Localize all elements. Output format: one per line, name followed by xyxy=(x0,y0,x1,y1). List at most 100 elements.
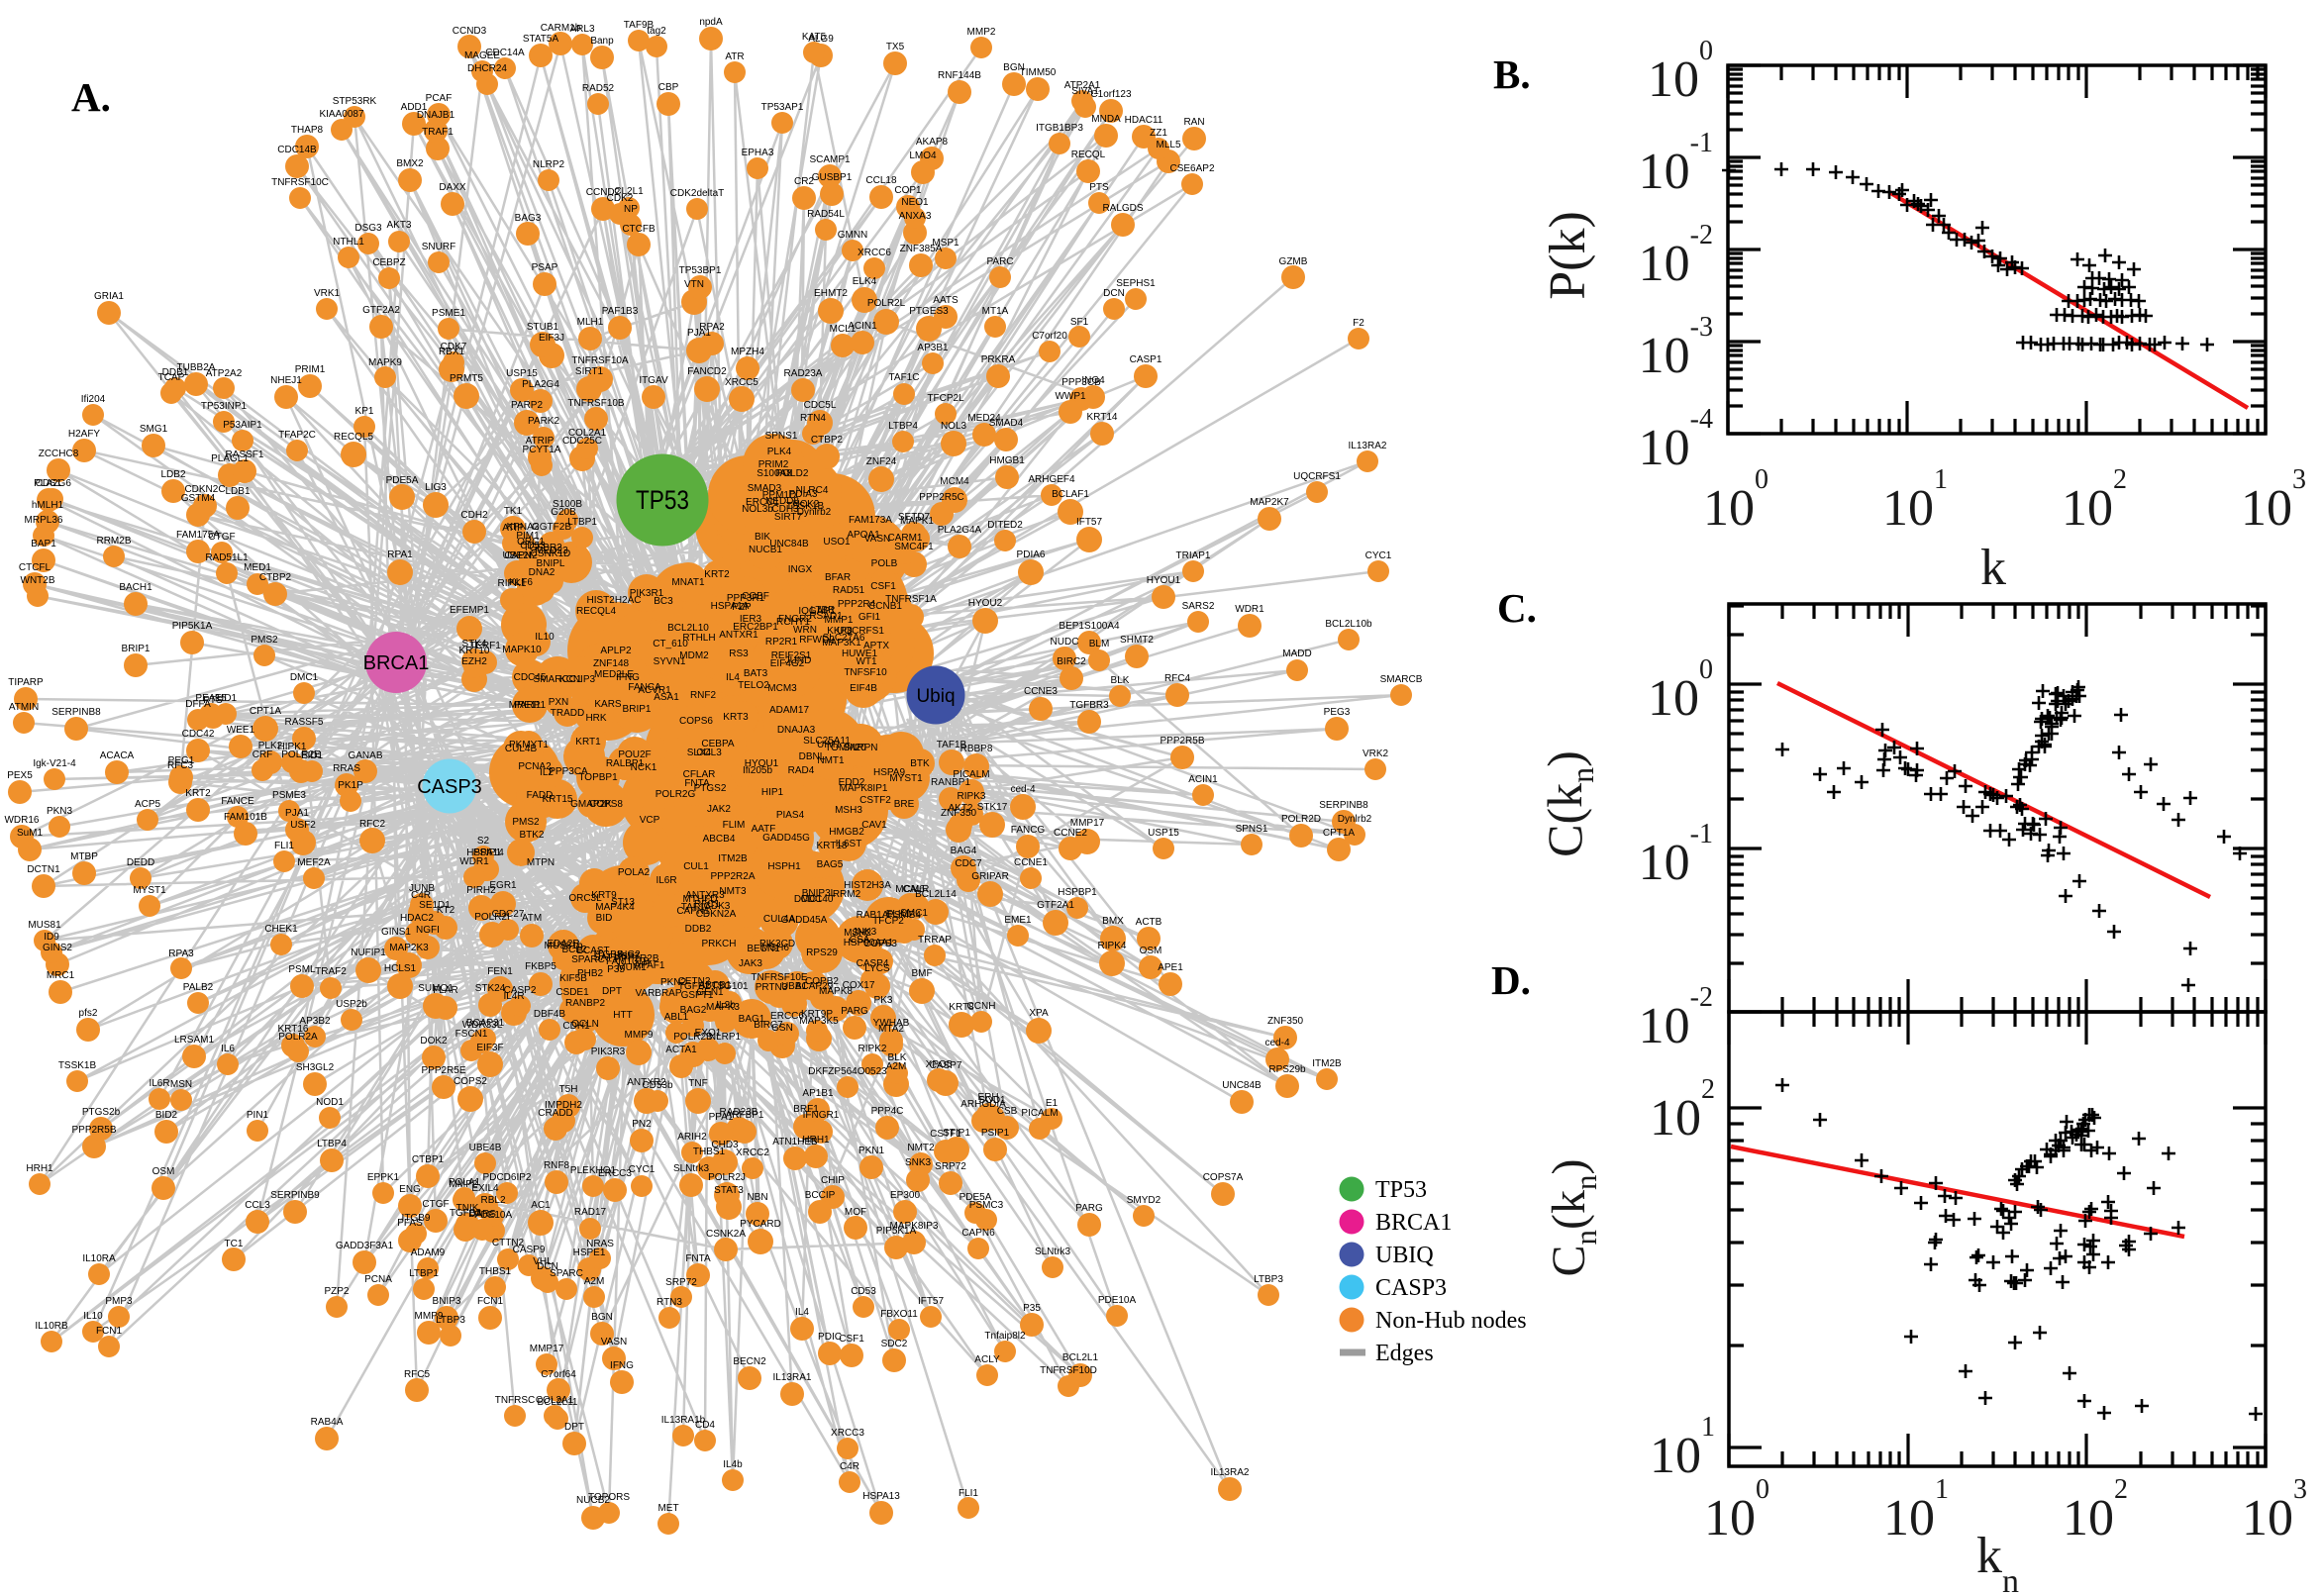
svg-text:KRT8: KRT8 xyxy=(949,1002,974,1013)
svg-text:SMARCC1: SMARCC1 xyxy=(534,674,582,685)
svg-text:IL4b: IL4b xyxy=(723,1459,743,1470)
svg-text:HCLS1: HCLS1 xyxy=(384,963,417,974)
svg-text:PCNA2: PCNA2 xyxy=(518,761,552,772)
svg-text:B.: B. xyxy=(1493,51,1531,97)
svg-text:C7orf20: C7orf20 xyxy=(1032,331,1067,342)
svg-text:PPP2R2A: PPP2R2A xyxy=(710,871,755,882)
svg-text:SMAD4: SMAD4 xyxy=(989,418,1024,429)
svg-text:BMX2: BMX2 xyxy=(396,158,424,169)
svg-text:PLK2: PLK2 xyxy=(258,741,283,751)
svg-text:IL6R: IL6R xyxy=(149,1078,169,1089)
svg-text:PALB2: PALB2 xyxy=(183,982,214,993)
svg-text:MSH3: MSH3 xyxy=(835,805,862,816)
svg-text:DOK2: DOK2 xyxy=(420,1036,448,1047)
svg-text:MRPL36: MRPL36 xyxy=(25,515,63,526)
svg-text:CASP7: CASP7 xyxy=(930,1060,962,1071)
svg-text:AKAP8: AKAP8 xyxy=(916,137,949,148)
svg-text:MCM3: MCM3 xyxy=(767,683,797,694)
svg-text:SERPINB8: SERPINB8 xyxy=(51,707,101,718)
svg-text:CSB: CSB xyxy=(997,1106,1018,1117)
svg-text:TOPBP1: TOPBP1 xyxy=(578,772,618,783)
svg-text:Tnfaip8l2: Tnfaip8l2 xyxy=(984,1331,1026,1342)
svg-text:ITM2B: ITM2B xyxy=(718,853,748,864)
svg-text:SLX4: SLX4 xyxy=(687,748,712,758)
svg-text:JUND: JUND xyxy=(785,655,812,666)
svg-text:CD53: CD53 xyxy=(520,541,546,551)
svg-text:CD53b: CD53b xyxy=(642,1080,673,1091)
svg-text:KRT9P: KRT9P xyxy=(801,1009,833,1020)
svg-text:COPS2: COPS2 xyxy=(454,1076,487,1087)
svg-text:KT2: KT2 xyxy=(437,905,455,916)
svg-text:CDK7: CDK7 xyxy=(441,342,467,352)
svg-text:ACIN1: ACIN1 xyxy=(1188,774,1218,785)
svg-text:GADD45A: GADD45A xyxy=(781,915,828,926)
svg-text:STUB1: STUB1 xyxy=(527,322,559,333)
svg-text:IFT57: IFT57 xyxy=(918,1296,945,1307)
svg-text:LMO4: LMO4 xyxy=(909,150,937,161)
svg-text:PRMT5: PRMT5 xyxy=(450,373,483,384)
svg-text:PPP3R1: PPP3R1 xyxy=(727,593,765,604)
svg-text:BLK: BLK xyxy=(888,1052,907,1063)
svg-text:FLIM: FLIM xyxy=(723,820,746,831)
svg-text:BRIP1: BRIP1 xyxy=(623,704,652,715)
svg-text:ABCB4: ABCB4 xyxy=(703,834,736,845)
svg-text:BRCA1: BRCA1 xyxy=(1375,1210,1452,1236)
svg-text:RPA3: RPA3 xyxy=(168,948,194,959)
svg-text:BID: BID xyxy=(596,913,613,924)
svg-text:PDIC: PDIC xyxy=(818,1332,842,1343)
svg-text:SARS2: SARS2 xyxy=(1182,601,1215,612)
svg-text:VHL: VHL xyxy=(533,1256,553,1267)
svg-text:ATP2A2: ATP2A2 xyxy=(206,368,243,379)
svg-text:RIPK2: RIPK2 xyxy=(858,1044,887,1054)
svg-text:SDC2: SDC2 xyxy=(881,1339,908,1349)
svg-text:G20B: G20B xyxy=(551,507,576,518)
svg-text:RRAS: RRAS xyxy=(333,763,360,774)
svg-text:BCAST: BCAST xyxy=(576,946,609,956)
svg-text:TGFBR2: TGFBR2 xyxy=(523,543,562,553)
svg-text:ST13: ST13 xyxy=(611,897,635,908)
svg-text:ASA1: ASA1 xyxy=(654,692,679,703)
svg-text:NGFI: NGFI xyxy=(416,925,440,936)
svg-text:PSME3: PSME3 xyxy=(272,790,306,801)
svg-text:EDA2R: EDA2R xyxy=(547,939,579,949)
svg-text:DCN: DCN xyxy=(1103,288,1125,299)
svg-text:EID1: EID1 xyxy=(301,750,324,761)
svg-text:APTX: APTX xyxy=(863,641,889,651)
svg-text:CEBPZ: CEBPZ xyxy=(372,257,405,268)
svg-text:CUL4B: CUL4B xyxy=(505,744,538,754)
svg-text:IL6: IL6 xyxy=(221,1044,235,1054)
svg-text:PSIP1: PSIP1 xyxy=(981,1128,1010,1139)
svg-text:MEF2A: MEF2A xyxy=(297,857,331,868)
svg-text:BRF1: BRF1 xyxy=(793,1104,819,1115)
svg-text:MSP1: MSP1 xyxy=(932,238,960,249)
svg-text:FADD: FADD xyxy=(527,790,554,801)
svg-text:Non-Hub nodes: Non-Hub nodes xyxy=(1375,1308,1527,1334)
svg-text:CAPN1: CAPN1 xyxy=(676,906,710,917)
svg-text:NP: NP xyxy=(624,204,638,215)
svg-text:KRT1: KRT1 xyxy=(575,737,601,748)
svg-text:PDE5A: PDE5A xyxy=(960,1192,992,1203)
svg-text:GFI1: GFI1 xyxy=(858,612,881,623)
svg-text:TSG101: TSG101 xyxy=(711,981,749,992)
svg-text:CSNK2A: CSNK2A xyxy=(706,1229,746,1240)
svg-text:FAM173A: FAM173A xyxy=(849,515,892,526)
svg-text:MYST1: MYST1 xyxy=(889,773,923,784)
svg-text:PSMB4: PSMB4 xyxy=(887,910,921,921)
svg-text:SPARC: SPARC xyxy=(550,1268,583,1279)
svg-text:PDIA3: PDIA3 xyxy=(789,489,818,500)
svg-text:SIRT1: SIRT1 xyxy=(575,366,604,377)
svg-text:GTF2A1: GTF2A1 xyxy=(1037,900,1074,911)
svg-text:MPZH4: MPZH4 xyxy=(731,347,764,357)
svg-text:GADD45G: GADD45G xyxy=(762,833,810,844)
svg-text:TGFB2: TGFB2 xyxy=(678,981,711,992)
svg-text:HSPA14: HSPA14 xyxy=(466,848,504,858)
svg-text:IMPDH2: IMPDH2 xyxy=(545,1100,582,1111)
svg-text:MED23: MED23 xyxy=(535,546,568,556)
svg-text:GGTF2B: GGTF2B xyxy=(532,522,571,533)
svg-text:SETD7: SETD7 xyxy=(898,512,931,523)
svg-text:MAP2K3: MAP2K3 xyxy=(389,943,429,953)
svg-text:BLK: BLK xyxy=(1111,675,1130,686)
svg-text:GSTM4: GSTM4 xyxy=(181,493,216,504)
svg-text:MAP2K7: MAP2K7 xyxy=(1250,497,1289,508)
svg-text:CASP2: CASP2 xyxy=(504,985,537,996)
